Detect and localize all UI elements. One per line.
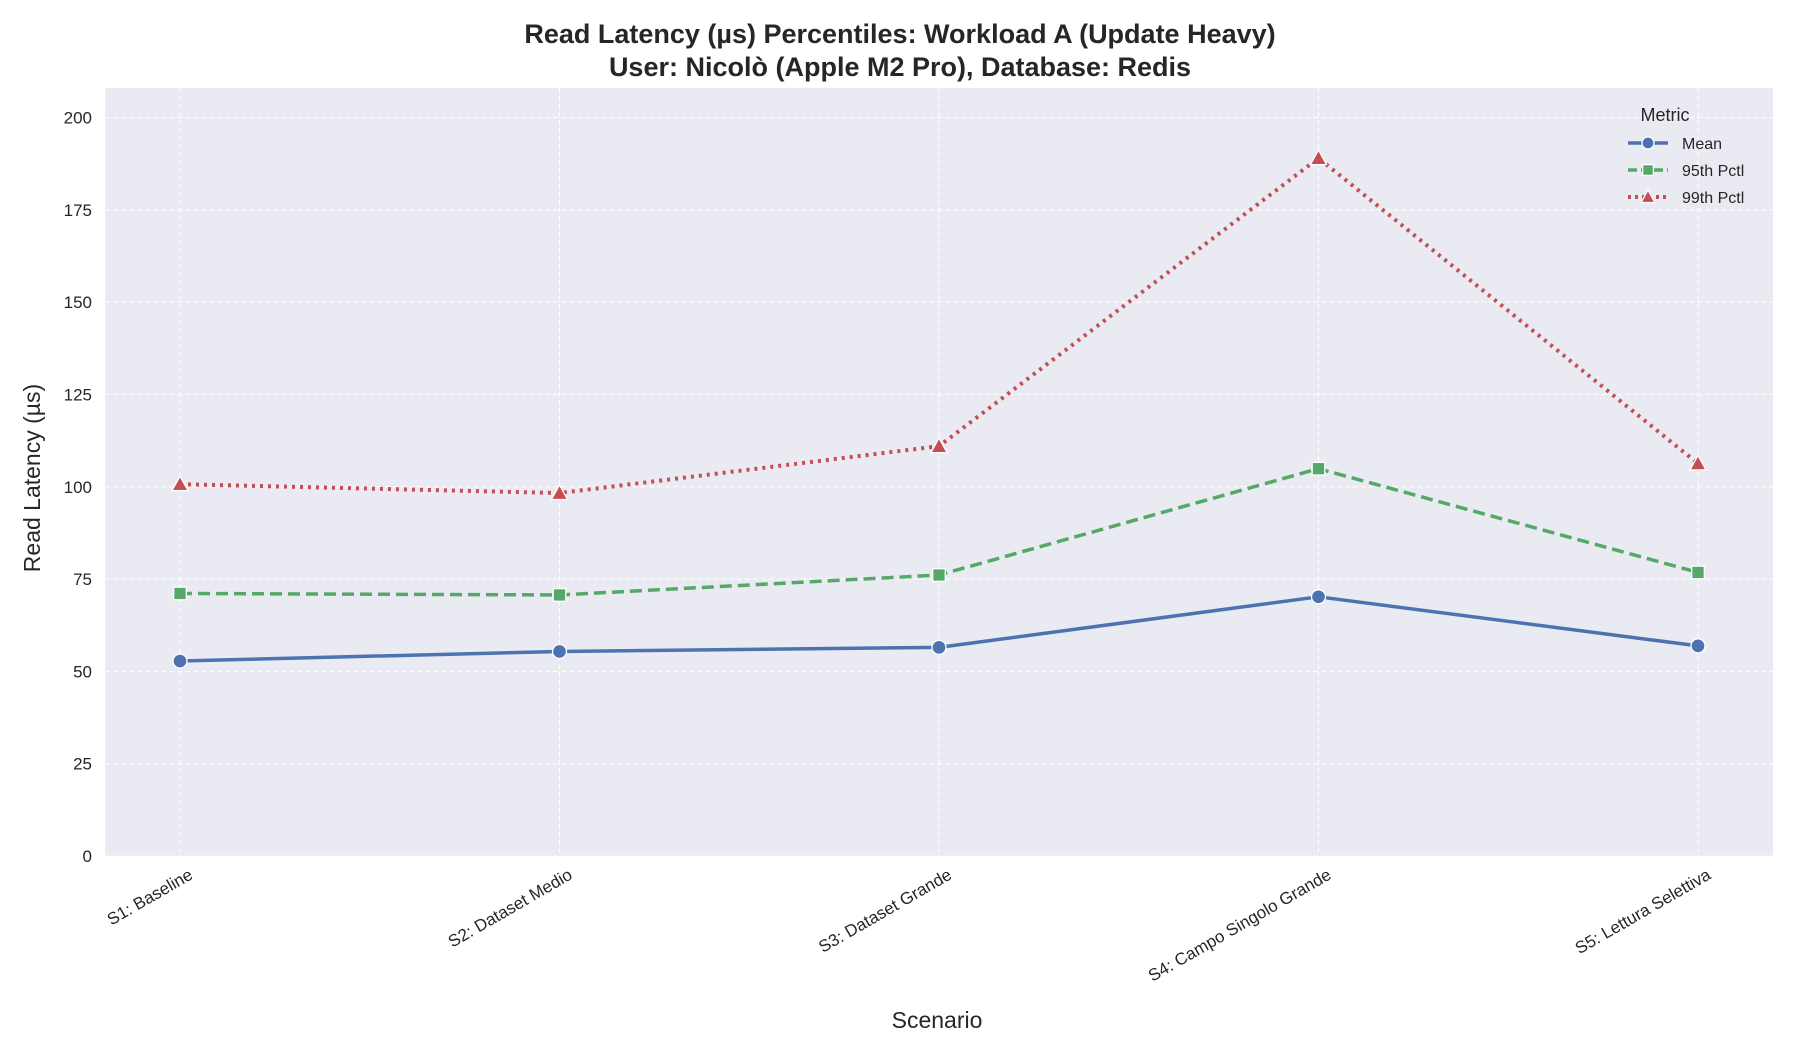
x-tick-label: S2: Dataset Medio — [445, 865, 576, 951]
y-axis-ticks: 0 25 50 75 100 125 150 175 200 — [64, 109, 92, 866]
y-tick-label: 150 — [64, 293, 92, 312]
data-point — [1309, 148, 1328, 166]
legend-label: 95th Pctl — [1682, 163, 1744, 180]
legend-marker — [1641, 163, 1655, 177]
legend-item: 99th Pctl — [1628, 188, 1744, 207]
series-layer — [170, 148, 1708, 669]
legend-label: Mean — [1682, 136, 1722, 153]
chart-subtitle: User: Nicolò (Apple M2 Pro), Database: R… — [609, 52, 1191, 82]
x-tick-label: S3: Dataset Grande — [815, 865, 955, 957]
series-mean — [172, 589, 1706, 669]
data-point — [931, 639, 947, 656]
y-tick-label: 175 — [64, 201, 92, 220]
data-point — [1311, 461, 1326, 476]
x-tick-label: S4: Campo Singolo Grande — [1145, 865, 1335, 985]
data-point — [552, 588, 567, 602]
data-point — [1691, 565, 1705, 580]
y-axis-label: Read Latency (µs) — [19, 384, 45, 572]
series-95th-pctl — [173, 461, 1705, 602]
legend-marker — [1641, 136, 1655, 150]
data-point — [551, 643, 568, 660]
legend-item: 95th Pctl — [1628, 163, 1744, 180]
data-point — [1688, 454, 1708, 471]
legend-title: Metric — [1641, 105, 1690, 125]
legend-item: Mean — [1628, 136, 1722, 153]
legend-marker — [1639, 188, 1657, 204]
data-point — [173, 586, 187, 601]
y-tick-label: 50 — [73, 662, 92, 681]
x-axis-label: Scenario — [892, 1007, 983, 1033]
y-tick-label: 75 — [73, 570, 92, 589]
data-point — [1690, 638, 1706, 654]
y-tick-label: 100 — [64, 478, 92, 497]
data-point — [1310, 589, 1327, 605]
x-axis-ticks: S1: Baseline S2: Dataset Medio S3: Dataset… — [104, 865, 1715, 986]
data-point — [932, 568, 946, 582]
series-99th-pctl — [170, 148, 1708, 501]
x-tick-label: S5: Lettura Selettiva — [1572, 865, 1715, 958]
y-tick-label: 0 — [83, 847, 92, 866]
chart-title: Read Latency (µs) Percentiles: Workload … — [524, 19, 1275, 49]
x-tick-label: S1: Baseline — [104, 865, 196, 929]
y-tick-label: 200 — [64, 109, 92, 128]
data-point — [172, 653, 188, 669]
y-tick-label: 125 — [64, 385, 92, 404]
legend-label: 99th Pctl — [1682, 190, 1744, 207]
legend-items: Mean 95th Pctl 99th Pctl — [1628, 136, 1744, 207]
data-point — [550, 483, 569, 501]
data-point — [929, 436, 949, 454]
y-tick-label: 25 — [73, 755, 92, 774]
data-point — [170, 474, 190, 492]
legend: Metric Mean 95th Pctl 99th Pctl — [1628, 105, 1744, 207]
